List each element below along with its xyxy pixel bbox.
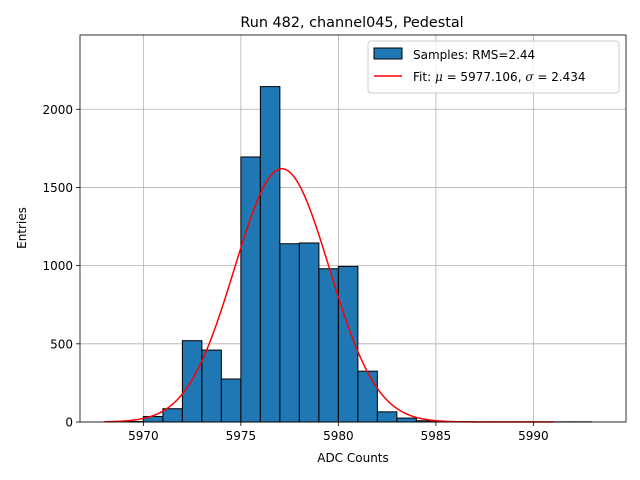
histogram-bar xyxy=(240,156,261,423)
x-tick-label: 5980 xyxy=(323,429,354,443)
legend: Samples: RMS=2.44 Fit: μ = 5977.106, σ =… xyxy=(367,40,620,94)
x-axis-ticks: 5970 5975 5980 5985 5990 xyxy=(128,422,549,443)
x-tick-label: 5990 xyxy=(518,429,549,443)
histogram-bar xyxy=(396,417,417,423)
legend-fit-sigma-symbol: σ xyxy=(525,70,534,84)
legend-fit-label: Fit: μ = 5977.106, σ = 2.434 xyxy=(413,70,586,84)
histogram-bar xyxy=(259,86,281,423)
histogram-bar xyxy=(201,349,222,423)
histogram-bar xyxy=(181,340,203,423)
legend-fit-sigma-value: = 2.434 xyxy=(534,70,586,84)
legend-samples-label: Samples: RMS=2.44 xyxy=(413,48,535,62)
chart-title: Run 482, channel045, Pedestal xyxy=(240,15,463,31)
histogram-bar xyxy=(162,408,183,423)
histogram-bar xyxy=(357,370,378,423)
histogram-bar xyxy=(279,243,300,423)
y-axis-ticks: 0 500 1000 1500 2000 xyxy=(42,103,80,430)
legend-box xyxy=(367,40,620,94)
legend-fit-mu-value: = 5977.106, xyxy=(443,70,526,84)
histogram-bar xyxy=(376,411,398,423)
histogram-bar xyxy=(220,378,242,423)
y-tick-label: 2000 xyxy=(42,103,73,117)
legend-fit-prefix: Fit: xyxy=(413,70,435,84)
x-tick-label: 5985 xyxy=(421,429,452,443)
legend-samples-swatch xyxy=(373,47,403,60)
plot-frame xyxy=(79,34,627,423)
y-tick-label: 1000 xyxy=(42,259,73,273)
y-axis-label: Entries xyxy=(15,207,29,249)
y-tick-label: 1500 xyxy=(42,181,73,195)
histogram-bar xyxy=(318,268,339,423)
x-tick-label: 5975 xyxy=(226,429,257,443)
histogram-bar xyxy=(298,242,320,423)
y-tick-label: 500 xyxy=(50,337,73,351)
legend-fit-mu-symbol: μ xyxy=(435,70,443,84)
x-axis-label: ADC Counts xyxy=(317,451,389,465)
histogram-bars xyxy=(123,86,593,423)
x-tick-label: 5970 xyxy=(128,429,159,443)
y-tick-label: 0 xyxy=(65,416,73,430)
